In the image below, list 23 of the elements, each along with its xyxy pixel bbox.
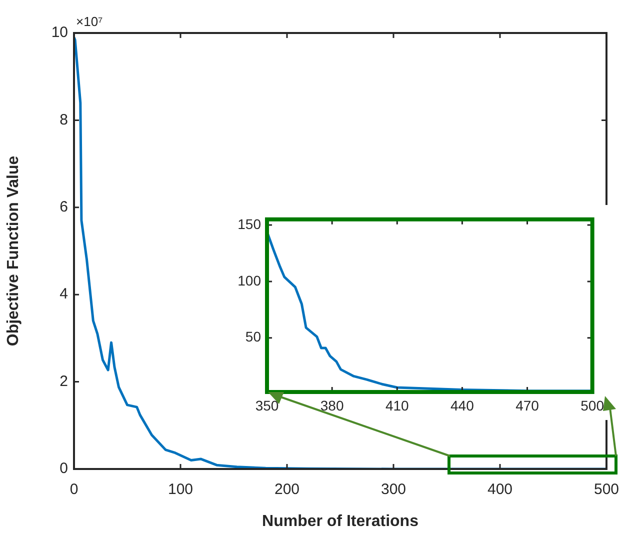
y-axis-title: Objective Function Value bbox=[5, 156, 22, 346]
x-axis-title: Number of Iterations bbox=[262, 512, 419, 530]
y-tick-label: 50 bbox=[245, 328, 262, 345]
x-tick-label: 350 bbox=[255, 397, 279, 414]
x-tick-label: 200 bbox=[274, 481, 300, 498]
y-tick-label: 4 bbox=[60, 286, 68, 303]
x-tick-label: 400 bbox=[487, 481, 513, 498]
y-tick-label: 150 bbox=[238, 216, 262, 232]
y-tick-label: 8 bbox=[60, 111, 68, 128]
x-tick-label: 380 bbox=[320, 397, 344, 414]
y-tick-label: 0 bbox=[60, 460, 68, 478]
y-tick-label: 10 bbox=[51, 24, 68, 42]
x-tick-label: 440 bbox=[450, 397, 474, 414]
x-tick-label: 470 bbox=[516, 397, 540, 414]
x-tick-label: 100 bbox=[168, 481, 194, 498]
y-tick-label: 100 bbox=[238, 272, 262, 288]
text: ×10⁷ bbox=[76, 14, 104, 30]
y-tick-label: 6 bbox=[60, 198, 68, 216]
x-tick-label: 500 bbox=[580, 397, 604, 414]
x-tick-label: 300 bbox=[380, 481, 406, 498]
x-tick-label: 410 bbox=[385, 397, 410, 414]
y-tick-label: 2 bbox=[60, 372, 68, 390]
x-tick-label: 500 bbox=[594, 481, 619, 498]
